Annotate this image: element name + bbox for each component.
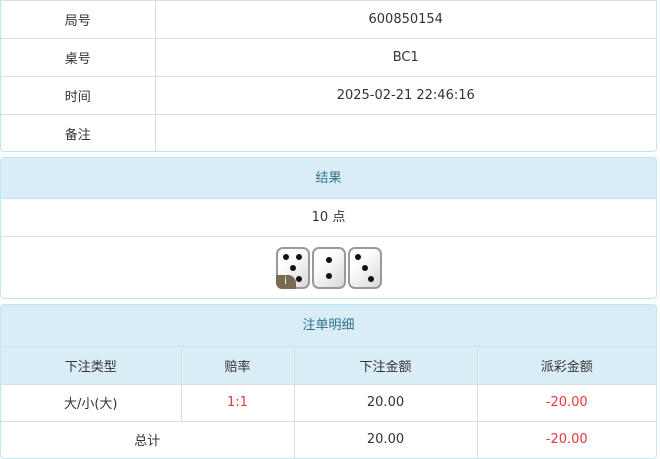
remark (154, 114, 656, 151)
col-bet-type: 下注类型 (1, 347, 182, 385)
die-2 (311, 247, 346, 289)
die-pip (361, 265, 368, 271)
round-id: 600850154 (154, 0, 656, 39)
total-amount: 20.00 (293, 420, 478, 458)
col-odds: 赔率 (180, 347, 295, 385)
row-time: 时间 2025-02-21 22:46:16 (1, 76, 656, 115)
payout: -20.00 (476, 383, 656, 422)
dice-row: i (1, 237, 656, 298)
odds: 1:1 (180, 383, 295, 422)
row-table: 桌号 BC1 (1, 38, 656, 77)
bet-details-table: 下注类型 赔率 下注金额 派彩金额 大/小(大) 1:1 20.00 -20.0… (1, 347, 656, 458)
time: 2025-02-21 22:46:16 (154, 76, 656, 115)
row-remark: 备注 (1, 114, 656, 151)
table-id: BC1 (154, 38, 656, 77)
total-label: 总计 (1, 420, 295, 458)
table-row: 大/小(大) 1:1 20.00 -20.00 (1, 383, 656, 422)
bet-amount: 20.00 (293, 383, 478, 422)
die-pip (354, 254, 361, 261)
result-title: 结果 (1, 158, 656, 199)
total-payout: -20.00 (476, 420, 656, 458)
label: 时间 (1, 76, 156, 115)
die-3 (347, 247, 382, 289)
die-pip (296, 275, 303, 282)
label: 桌号 (1, 38, 156, 77)
row-round-id: 局号 600850154 (1, 0, 656, 39)
round-info-panel: 局号 600850154 桌号 BC1 时间 2025-02-21 22:46:16 … (0, 0, 657, 152)
round-info-table: 局号 600850154 桌号 BC1 时间 2025-02-21 22:46:16 … (1, 0, 656, 151)
die-5: i (275, 247, 310, 289)
info-icon[interactable]: i (275, 275, 296, 289)
label: 局号 (1, 0, 156, 39)
table-header: 下注类型 赔率 下注金额 派彩金额 (1, 347, 656, 385)
total-row: 总计 20.00 -20.00 (1, 420, 656, 458)
die-pip (289, 265, 296, 271)
col-payout: 派彩金额 (476, 347, 656, 385)
result-points: 10 点 (1, 199, 656, 237)
bet-details-panel: 注单明细 下注类型 赔率 下注金额 派彩金额 大/小(大) 1:1 20.00 … (0, 304, 657, 459)
die-pip (325, 273, 332, 280)
result-panel: 结果 10 点 i (0, 157, 657, 299)
col-bet-amount: 下注金额 (293, 347, 478, 385)
die-pip (282, 254, 289, 261)
label: 备注 (1, 114, 156, 151)
die-pip (368, 275, 375, 282)
bet-type: 大/小(大) (1, 383, 182, 422)
die-pip (325, 256, 332, 263)
die-pip (296, 254, 303, 261)
bet-details-title: 注单明细 (1, 305, 656, 347)
